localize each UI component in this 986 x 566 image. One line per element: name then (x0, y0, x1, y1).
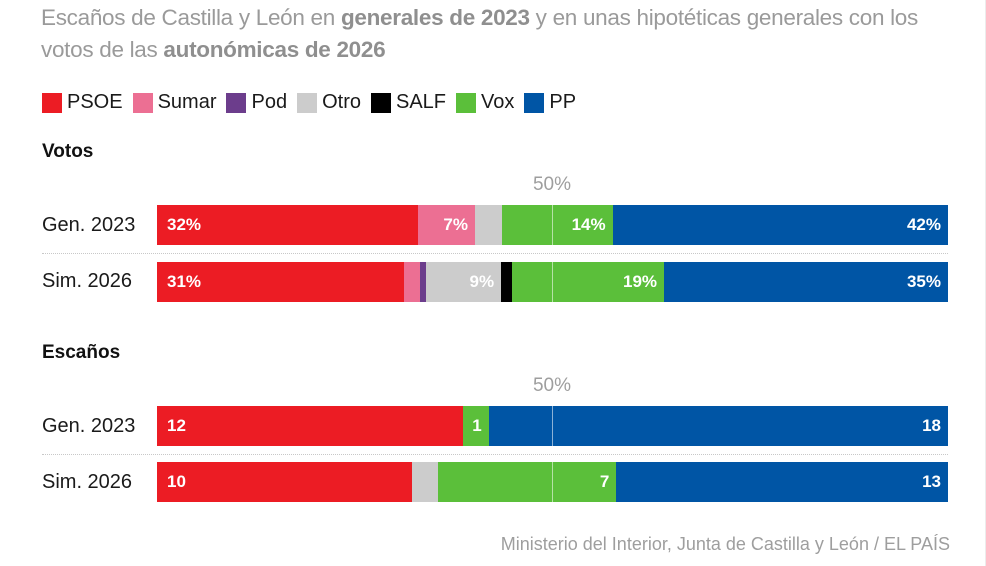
bar-segment-pp (616, 462, 948, 502)
legend-swatch (370, 92, 391, 113)
data-label-vox: 1 (472, 416, 482, 435)
title-part: y en unas hipotéticas generales con los … (41, 5, 918, 62)
legend-swatch (456, 92, 477, 113)
bar-segment-sumar (403, 262, 420, 302)
legend-item-vox: Vox (456, 91, 514, 114)
bar-segment-vox (501, 205, 613, 245)
legend-item-pod: Pod (226, 91, 287, 114)
bar-segment-otro (412, 462, 438, 502)
bar-segment-psoe (157, 462, 413, 502)
data-label-vox: 19% (623, 272, 658, 291)
section-title-votos: Votos (42, 141, 94, 162)
bar-segment-salf (501, 262, 513, 302)
data-label-psoe: 10 (167, 472, 186, 491)
bar-segment-sumar (418, 205, 475, 245)
stacked-bar-votes-sim-2026: 31% 9% 19% 35% (157, 262, 948, 302)
stacked-bar-votes-gen-2023: 32% 7% 14% 42% (157, 205, 948, 245)
legend-item-pp: PP (524, 91, 576, 114)
row-label: Gen. 2023 (42, 214, 136, 236)
legend-label: SALF (395, 91, 447, 113)
stacked-bar-seats-sim-2026: 10 7 13 (157, 462, 948, 502)
fifty-percent-line (552, 462, 553, 502)
data-label-pp: 35% (906, 272, 941, 291)
fifty-percent-line (552, 406, 553, 446)
bar-segment-pp (664, 262, 948, 302)
fifty-percent-line (552, 262, 553, 302)
legend-swatch (132, 92, 153, 113)
data-label-psoe: 12 (167, 416, 186, 435)
legend-label: PSOE (67, 91, 123, 113)
data-label-psoe: 31% (167, 272, 202, 291)
bar-segment-vox (437, 462, 617, 502)
bar-segment-psoe (157, 262, 404, 302)
bar-segment-psoe (157, 406, 464, 446)
title-part-bold: generales de 2023 (340, 5, 530, 30)
data-label-pp: 18 (922, 416, 941, 435)
legend: PSOE Sumar Pod Otro SALF Vox PP (42, 91, 586, 114)
bar-segment-otro (474, 205, 502, 245)
row-label: Sim. 2026 (42, 471, 133, 493)
bar-segment-psoe (157, 205, 419, 245)
legend-label: Vox (481, 91, 515, 113)
data-label-pp: 13 (922, 472, 941, 491)
title-part-bold: autonómicas de 2026 (163, 37, 386, 62)
legend-label: Pod (251, 91, 288, 113)
data-label-sumar: 7% (443, 215, 468, 234)
legend-item-salf: SALF (370, 91, 447, 114)
bar-segment-vox (512, 262, 665, 302)
section-title-escanos: Escaños (42, 342, 121, 363)
legend-label: Otro (322, 91, 361, 113)
stacked-bar-seats-gen-2023: 12 1 18 (157, 406, 948, 446)
fifty-percent-line (552, 205, 553, 245)
source-credit: Ministerio del Interior, Junta de Castil… (500, 534, 950, 554)
bar-segment-pod (419, 262, 426, 302)
row-label: Sim. 2026 (42, 270, 133, 292)
legend-item-psoe: PSOE (42, 91, 123, 114)
fifty-percent-label: 50% (532, 174, 572, 195)
chart-title: Escaños de Castilla y León en generales … (41, 2, 961, 66)
data-label-vox: 7 (599, 472, 610, 491)
legend-label: Sumar (157, 91, 217, 113)
data-label-otro: 9% (469, 272, 495, 291)
data-label-vox: 14% (571, 215, 606, 234)
bar-segment-otro (425, 262, 502, 302)
fifty-percent-label: 50% (532, 375, 572, 396)
legend-item-sumar: Sumar (132, 91, 217, 114)
data-label-pp: 42% (906, 215, 941, 234)
row-separator (42, 253, 948, 254)
bar-segment-pp (488, 406, 948, 446)
legend-label: PP (549, 91, 577, 113)
legend-swatch (524, 92, 545, 113)
data-label-psoe: 32% (167, 215, 202, 234)
bar-segment-vox (463, 406, 489, 446)
title-part: Escaños de Castilla y León en (41, 5, 341, 30)
row-separator (42, 454, 948, 455)
bar-segment-pp (612, 205, 948, 245)
row-label: Gen. 2023 (42, 415, 136, 437)
legend-swatch (226, 92, 247, 113)
legend-item-otro: Otro (297, 91, 361, 114)
legend-swatch (297, 92, 318, 113)
legend-swatch (42, 92, 62, 113)
